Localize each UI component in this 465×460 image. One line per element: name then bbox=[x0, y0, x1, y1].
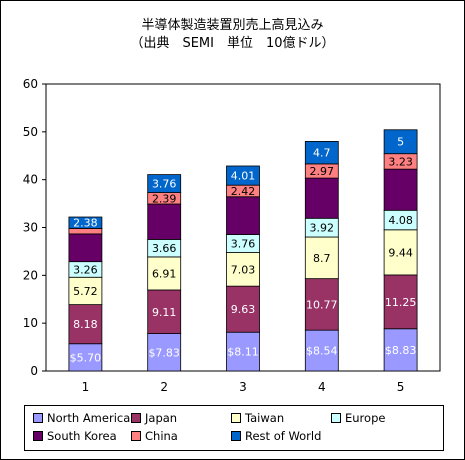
bar-segment bbox=[383, 229, 418, 276]
y-tick-label: 10 bbox=[23, 316, 38, 330]
data-label: 3.76 bbox=[152, 178, 177, 191]
data-label: 8.7 bbox=[313, 252, 331, 265]
data-label: 2.38 bbox=[73, 217, 98, 230]
data-label: 4.01 bbox=[231, 170, 256, 183]
bar-segment bbox=[226, 252, 260, 287]
legend-swatch bbox=[33, 431, 43, 441]
data-label: $7.83 bbox=[148, 346, 180, 359]
legend-item: Taiwan bbox=[231, 411, 284, 425]
legend-swatch bbox=[231, 413, 241, 423]
legend-label: North America bbox=[47, 411, 131, 425]
data-label: 5.72 bbox=[73, 285, 98, 298]
legend-swatch bbox=[331, 413, 341, 423]
bar-segment bbox=[147, 174, 182, 193]
data-label: 11.25 bbox=[385, 296, 417, 309]
bar-segment bbox=[147, 333, 182, 372]
legend: North America Japan Taiwan Europe South Kore… bbox=[24, 405, 444, 451]
data-label: 4.7 bbox=[313, 147, 331, 160]
data-label: $8.83 bbox=[385, 344, 417, 357]
legend-item: North America bbox=[33, 411, 130, 425]
data-label: 9.44 bbox=[388, 246, 413, 259]
data-label: $8.54 bbox=[306, 345, 338, 358]
bar-segment bbox=[304, 236, 339, 280]
x-tick-label: 4 bbox=[318, 380, 326, 394]
bar-segment bbox=[383, 274, 418, 330]
data-label: 7.03 bbox=[231, 263, 256, 276]
bar-segment bbox=[304, 177, 339, 219]
legend-label: Europe bbox=[345, 411, 386, 425]
x-tick-label: 5 bbox=[397, 380, 405, 394]
legend-item: Rest of World bbox=[231, 429, 321, 443]
data-label: 9.11 bbox=[152, 306, 177, 319]
bar-segment bbox=[147, 203, 182, 240]
legend-label: Rest of World bbox=[245, 429, 322, 443]
bar-segment bbox=[68, 343, 103, 372]
legend-item: Europe bbox=[331, 411, 385, 425]
legend-item: South Korea bbox=[33, 429, 117, 443]
legend-item: Japan bbox=[131, 411, 177, 425]
bar-segment bbox=[226, 165, 260, 186]
data-label: 2.39 bbox=[152, 192, 177, 205]
bar-segment bbox=[226, 196, 260, 235]
bar-segment bbox=[383, 168, 418, 211]
x-tick-label: 3 bbox=[239, 380, 247, 394]
y-tick-label: 20 bbox=[23, 268, 38, 282]
bar-segment bbox=[226, 331, 260, 372]
bar-segment bbox=[147, 289, 182, 334]
bar-segment bbox=[147, 256, 182, 291]
bar-segment bbox=[68, 216, 103, 229]
bar-segment bbox=[304, 329, 339, 372]
y-tick-label: 40 bbox=[23, 173, 38, 187]
data-label: 10.77 bbox=[306, 298, 338, 311]
data-label: 3.66 bbox=[152, 242, 177, 255]
data-label: 3.23 bbox=[388, 155, 413, 168]
data-label: $5.70 bbox=[70, 351, 102, 364]
data-label: 2.42 bbox=[231, 185, 256, 198]
stacked-bar-chart: 0 10 20 30 40 50 60 $5.70 8.18 5.72 3.26 2.38 1 $7.83… bbox=[23, 77, 441, 394]
chart-title: 半導体製造装置別売上高見込み bbox=[141, 18, 324, 33]
legend-swatch bbox=[131, 431, 141, 441]
bar-segment bbox=[383, 328, 418, 372]
data-label: 8.18 bbox=[73, 318, 98, 331]
legend-label: Japan bbox=[145, 411, 178, 425]
legend-swatch bbox=[231, 431, 241, 441]
legend-label: Taiwan bbox=[245, 411, 285, 425]
data-label: 9.63 bbox=[231, 303, 256, 316]
y-tick-label: 60 bbox=[23, 77, 38, 91]
data-label: $8.11 bbox=[227, 346, 259, 359]
bar-segment bbox=[383, 129, 418, 155]
bar-segment bbox=[304, 140, 339, 165]
data-label: 3.76 bbox=[231, 238, 256, 251]
bar-segment bbox=[68, 304, 103, 345]
data-label: 6.91 bbox=[152, 267, 177, 280]
y-tick-label: 50 bbox=[23, 125, 38, 139]
y-tick-label: 0 bbox=[30, 364, 38, 378]
bar-segment bbox=[68, 233, 103, 263]
legend-item: China bbox=[131, 429, 178, 443]
legend-label: China bbox=[145, 429, 178, 443]
data-label: 3.92 bbox=[310, 222, 335, 235]
chart-subtitle: （出典 SEMI 単位 10億ドル） bbox=[130, 36, 335, 51]
bar-segment bbox=[304, 278, 339, 331]
data-label: 4.08 bbox=[388, 214, 413, 227]
legend-label: South Korea bbox=[47, 429, 117, 443]
data-label: 5 bbox=[397, 136, 404, 149]
legend-swatch bbox=[33, 413, 43, 423]
legend-swatch bbox=[131, 413, 141, 423]
x-tick-label: 1 bbox=[82, 380, 90, 394]
y-tick-label: 30 bbox=[23, 221, 38, 235]
data-label: 3.26 bbox=[73, 263, 98, 276]
bar-segment bbox=[68, 276, 103, 306]
data-label: 2.97 bbox=[310, 165, 335, 178]
x-tick-label: 2 bbox=[160, 380, 168, 394]
